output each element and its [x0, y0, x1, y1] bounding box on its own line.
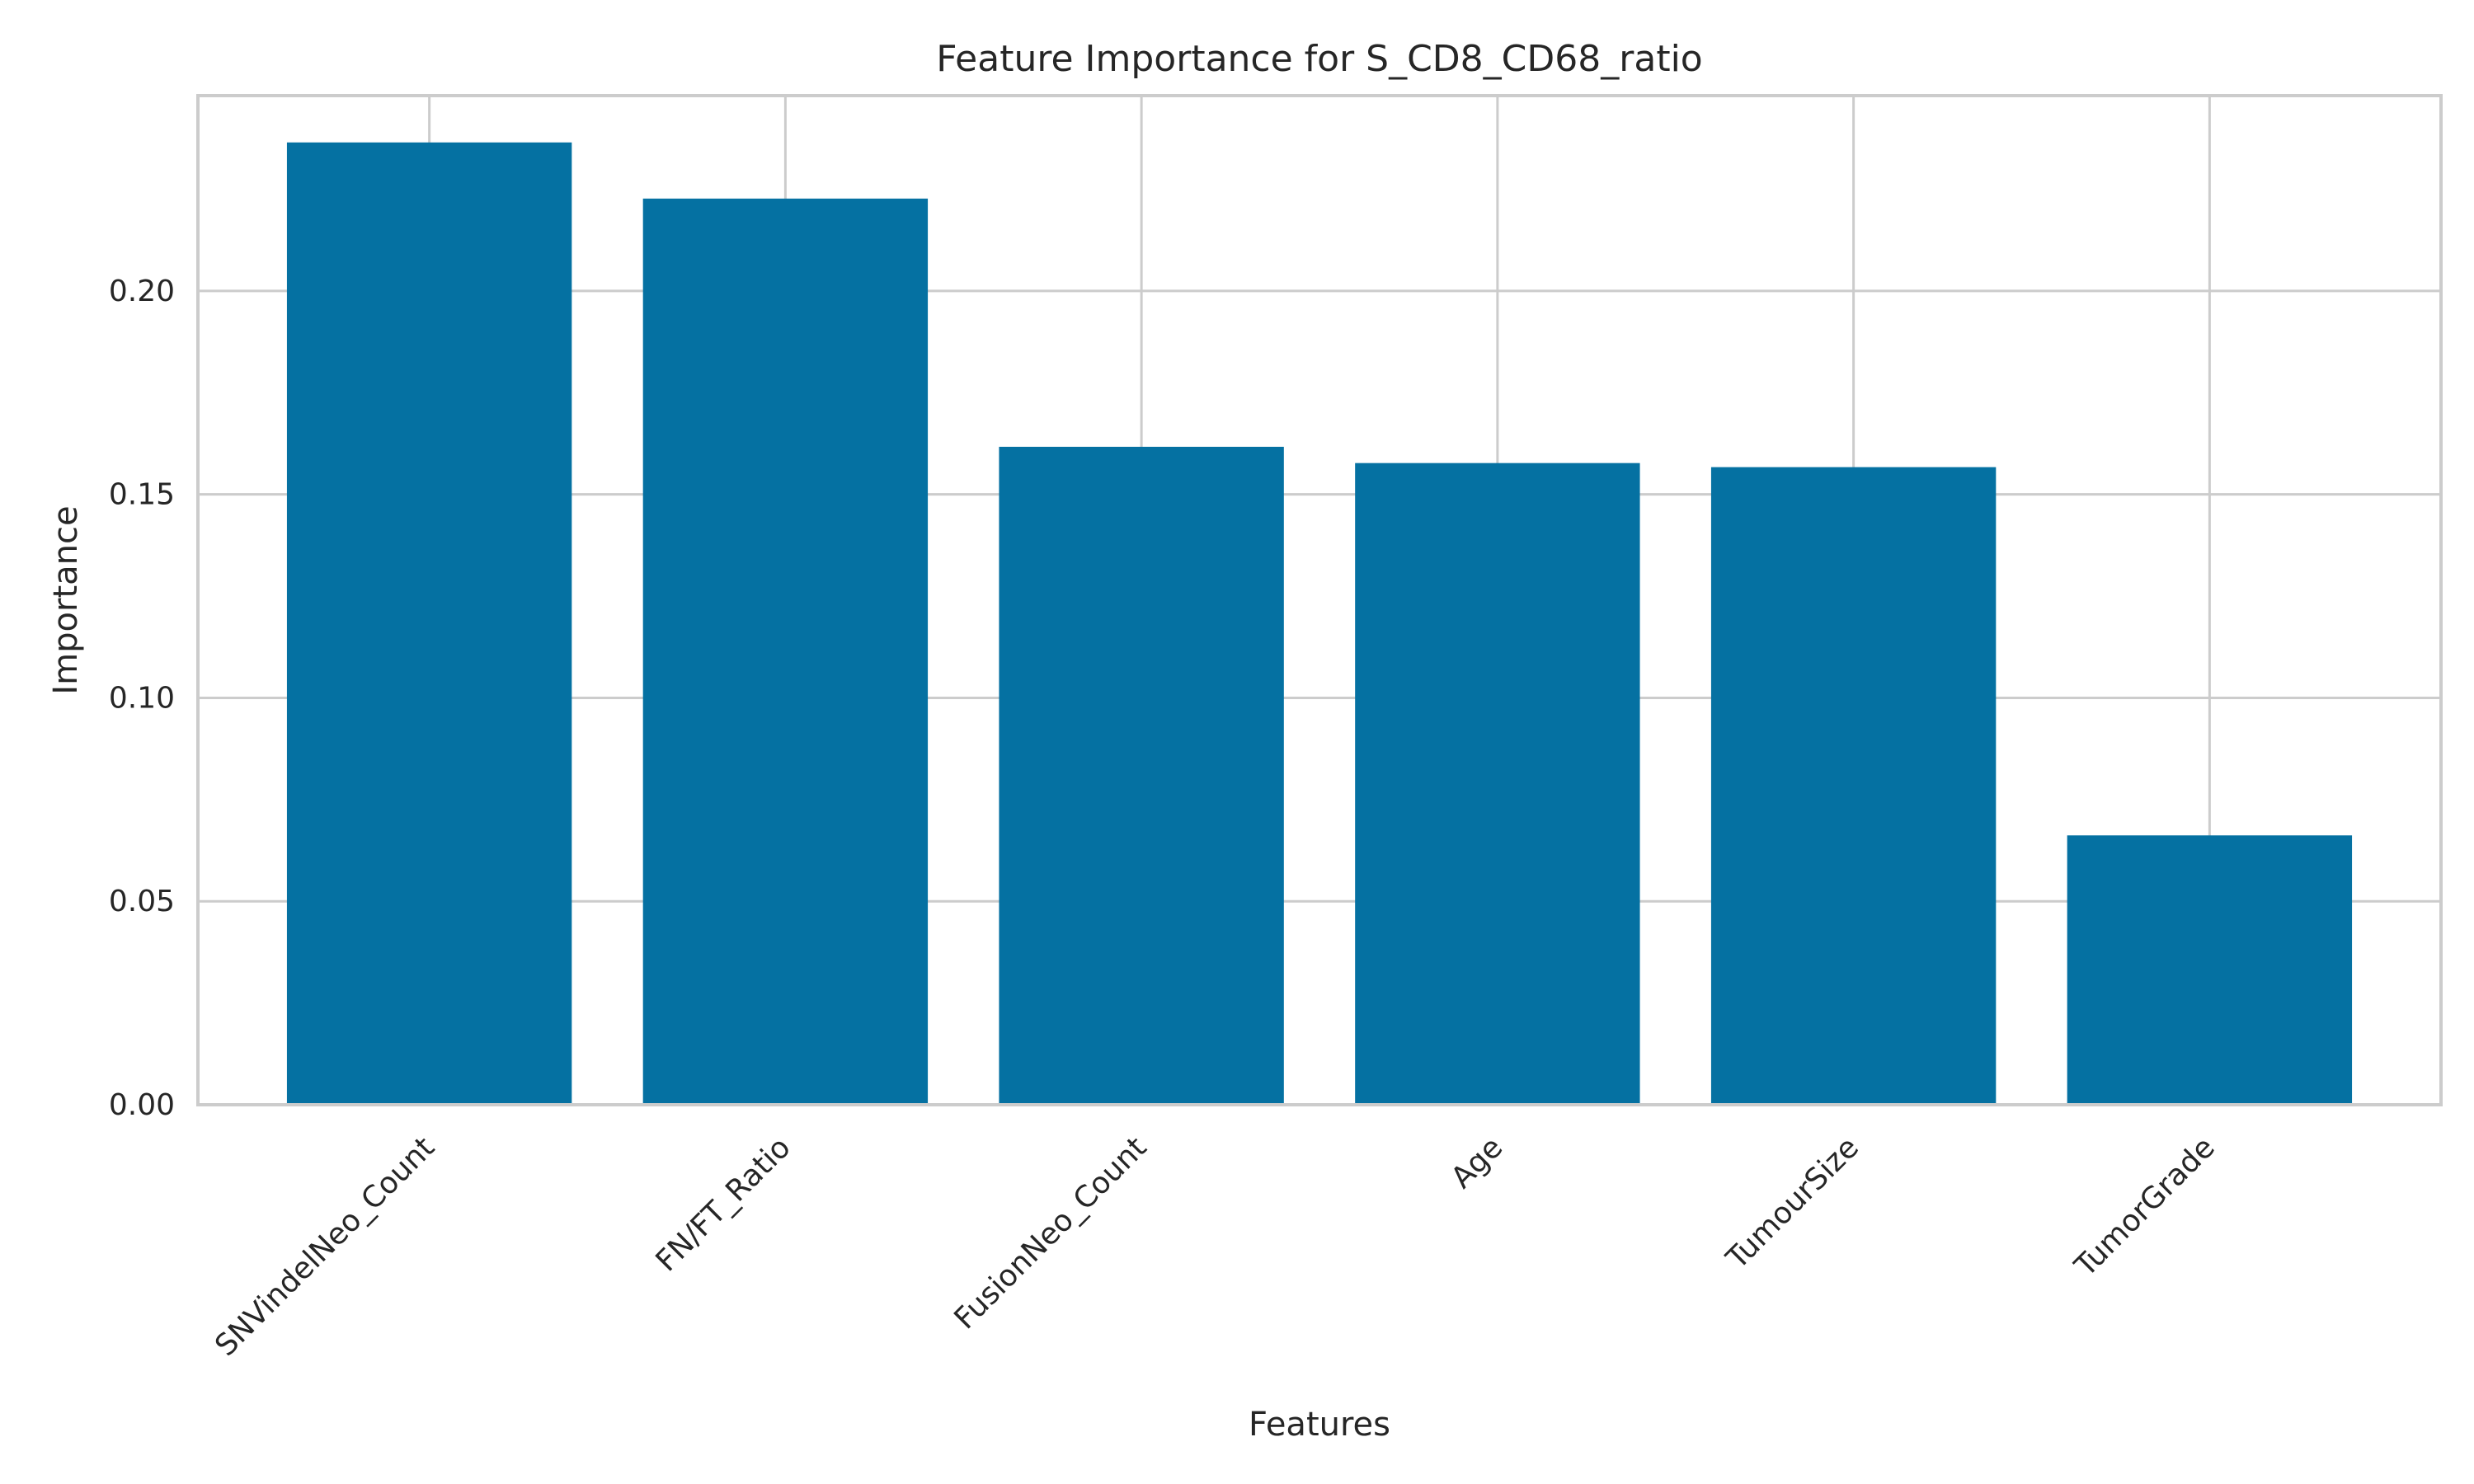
y-axis-label: Importance [47, 505, 85, 694]
bar [1355, 463, 1640, 1105]
x-axis-label: Features [1249, 1406, 1390, 1444]
y-axis-ticks: 0.00 0.05 0.10 0.15 0.20 [109, 275, 175, 1122]
bar [1710, 467, 1997, 1105]
bar [999, 446, 1284, 1105]
plot-frame [196, 94, 2443, 1106]
bar [642, 198, 929, 1106]
y-tick-label: 0.05 [109, 885, 175, 918]
y-tick-label: 0.10 [109, 681, 175, 715]
bar [286, 142, 572, 1106]
y-tick-label: 0.00 [109, 1088, 175, 1122]
bar [2067, 835, 2353, 1105]
y-tick-label: 0.15 [109, 478, 175, 512]
chart-title: Feature Importance for S_CD8_CD68_ratio [936, 38, 1702, 80]
y-tick-label: 0.20 [109, 275, 175, 308]
bars [286, 142, 2353, 1106]
